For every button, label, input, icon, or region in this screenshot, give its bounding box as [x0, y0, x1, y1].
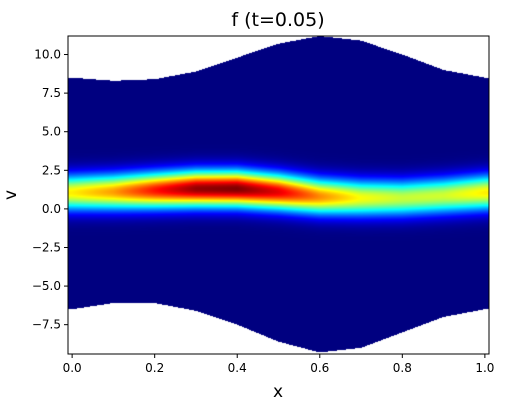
x-axis-label: x	[273, 382, 283, 402]
y-tick-label: 2.5	[42, 163, 61, 177]
y-tick-label: 5.0	[42, 125, 61, 139]
x-tick-label: 0.0	[63, 361, 82, 375]
y-tick-label: 10.0	[34, 48, 61, 62]
y-tick-label: −2.5	[32, 240, 61, 254]
y-tick-label: 0.0	[42, 202, 61, 216]
y-tick-label: −5.0	[32, 279, 61, 293]
x-axis-ticks: 0.0 0.2 0.4 0.6 0.8 1.0	[63, 354, 494, 375]
y-axis-label: v	[1, 190, 21, 200]
x-tick-label: 0.8	[393, 361, 412, 375]
plot-frame	[67, 35, 490, 355]
x-tick-label: 0.6	[310, 361, 329, 375]
y-tick-label: 7.5	[42, 86, 61, 100]
x-tick-label: 0.2	[145, 361, 164, 375]
y-axis-ticks: −7.5 −5.0 −2.5 0.0 2.5 5.0 7.5 10.0	[32, 48, 68, 332]
x-tick-label: 0.4	[228, 361, 247, 375]
heatmap-image	[68, 36, 489, 354]
x-tick-label: 1.0	[475, 361, 494, 375]
y-tick-label: −7.5	[32, 318, 61, 332]
chart-title: f (t=0.05)	[231, 9, 324, 31]
